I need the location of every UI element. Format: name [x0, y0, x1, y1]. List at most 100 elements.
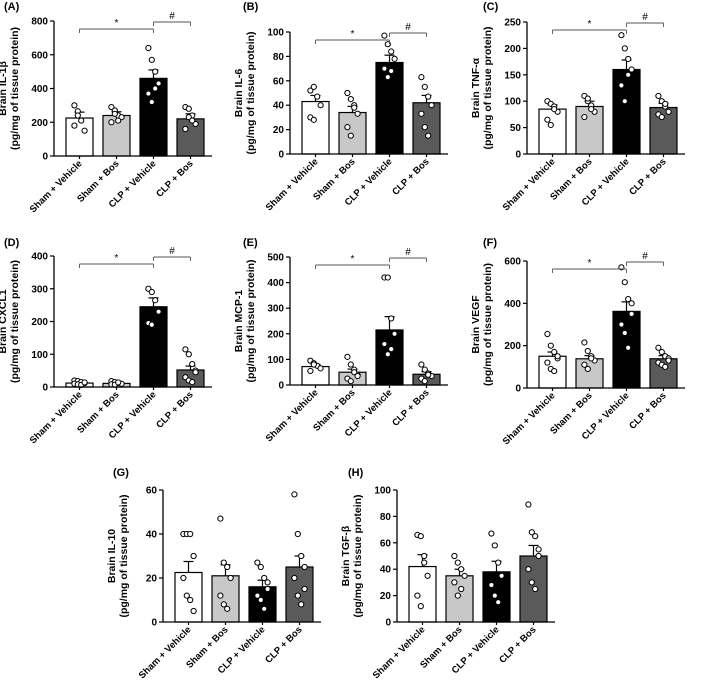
bar [301, 365, 330, 386]
bar [575, 358, 604, 389]
panel-c: (C) Brain TNF-α (pg/mg of tissue protein) 0… [470, 1, 685, 213]
data-point [391, 55, 398, 62]
data-point [662, 363, 669, 370]
significance-label: * [351, 254, 355, 265]
data-point [625, 55, 632, 63]
y-tick-label: 800 [31, 17, 48, 28]
data-point [421, 366, 428, 373]
data-point [418, 110, 425, 117]
x-tick-label: CLP + Bos [497, 624, 538, 665]
panel-e: (E) Brain MCP-1 (pg/mg of tissue protein) 0… [233, 237, 448, 444]
data-point [351, 104, 358, 111]
data-point [525, 566, 532, 573]
data-point [254, 592, 261, 599]
data-point [488, 581, 495, 589]
panel-g: (G) Brain IL-10 (pg/mg of tissue protein) 0… [106, 467, 321, 681]
y-axis-unit: (pg/mg of tissue protein) [482, 263, 494, 386]
data-point [621, 45, 628, 52]
bar [301, 100, 330, 155]
y-tick-label: 0 [278, 381, 284, 392]
data-point [347, 361, 354, 368]
y-tick-label: 200 [31, 317, 48, 328]
panel-f: (F) Brain VEGF (pg/mg of tissue protein) 0 2… [470, 237, 685, 447]
data-point [658, 113, 665, 121]
data-point [347, 132, 354, 139]
bar [139, 306, 168, 388]
data-point [71, 102, 78, 109]
bar [176, 118, 205, 157]
data-point [421, 559, 428, 566]
data-point [384, 274, 391, 281]
data-point [388, 346, 395, 353]
y-tick-label: 600 [31, 50, 48, 61]
data-point [74, 112, 81, 119]
data-point [298, 601, 305, 608]
data-point [454, 559, 461, 566]
data-point [495, 599, 502, 606]
data-point [388, 67, 395, 75]
bar [139, 77, 168, 157]
data-point [532, 533, 539, 540]
data-point [384, 74, 391, 81]
data-point [224, 563, 231, 571]
bar [408, 565, 437, 623]
data-point [189, 378, 196, 386]
data-point [421, 378, 428, 385]
y-tick-label: 600 [504, 257, 521, 268]
data-point [547, 342, 554, 349]
data-point [148, 98, 155, 106]
data-point [662, 100, 669, 107]
data-point [264, 579, 271, 586]
data-point [317, 365, 324, 372]
y-axis-title: Brain MCP-1 [233, 290, 245, 353]
y-axis-unit: (pg/mg of tissue protein) [482, 26, 494, 149]
y-axis-unit: (pg/mg of tissue protein) [352, 494, 364, 617]
data-point [217, 515, 224, 522]
y-tick-label: 80 [273, 52, 285, 63]
data-point [152, 68, 159, 75]
significance-label: * [588, 19, 592, 30]
y-axis-title: Brain VEGF [470, 295, 482, 354]
data-point [152, 85, 159, 92]
data-point [314, 93, 321, 100]
panel-label: (B) [243, 1, 259, 13]
data-point [581, 339, 588, 346]
panel-d: (D) Brain CXCL1 (pg/mg of tissue protein) 0… [0, 237, 212, 446]
data-point [551, 348, 558, 356]
y-tick-label: 200 [504, 44, 521, 55]
bar [575, 105, 604, 155]
x-tick-label: Sham + Vehicle [137, 624, 194, 681]
y-tick-label: 250 [504, 18, 521, 29]
data-point [628, 300, 635, 307]
data-point [451, 579, 458, 586]
data-point [310, 361, 317, 368]
data-point [454, 592, 461, 599]
significance-label: * [351, 29, 355, 40]
x-tick-label: Sham + Vehicle [371, 624, 428, 681]
data-point [190, 552, 197, 560]
y-tick-label: 40 [146, 530, 158, 541]
data-point [588, 355, 595, 362]
y-tick-label: 400 [31, 252, 48, 263]
y-tick-label: 0 [42, 152, 48, 163]
data-point [618, 32, 625, 39]
y-tick-label: 0 [515, 384, 521, 395]
data-point [532, 585, 539, 593]
data-point [417, 533, 424, 540]
x-tick-label: Sham + Vehicle [501, 156, 558, 213]
data-point [388, 48, 395, 55]
data-point [192, 369, 199, 376]
y-tick-label: 400 [267, 278, 284, 289]
data-point [217, 592, 224, 599]
data-point [424, 572, 431, 579]
y-tick-label: 20 [273, 125, 285, 136]
data-point [291, 574, 298, 582]
x-tick-label: CLP + Bos [154, 389, 195, 430]
bar [375, 329, 404, 386]
data-point [618, 82, 625, 89]
significance-label: # [169, 246, 175, 257]
data-point [190, 607, 197, 615]
significance-label: * [588, 258, 592, 269]
data-point [458, 585, 465, 593]
data-point [551, 367, 558, 375]
